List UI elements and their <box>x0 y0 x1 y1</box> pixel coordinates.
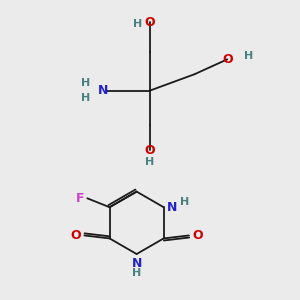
Text: H: H <box>244 51 253 62</box>
Text: N: N <box>98 84 108 97</box>
Text: O: O <box>192 229 202 242</box>
Text: H: H <box>146 157 154 167</box>
Text: N: N <box>167 201 177 214</box>
Text: H: H <box>81 78 91 88</box>
Text: H: H <box>132 268 141 278</box>
Text: O: O <box>145 16 155 29</box>
Text: H: H <box>133 19 142 29</box>
Text: N: N <box>131 257 142 270</box>
Text: F: F <box>76 192 84 205</box>
Text: O: O <box>145 143 155 157</box>
Text: H: H <box>180 197 189 207</box>
Text: O: O <box>71 229 81 242</box>
Text: H: H <box>81 93 91 103</box>
Text: O: O <box>222 53 232 66</box>
